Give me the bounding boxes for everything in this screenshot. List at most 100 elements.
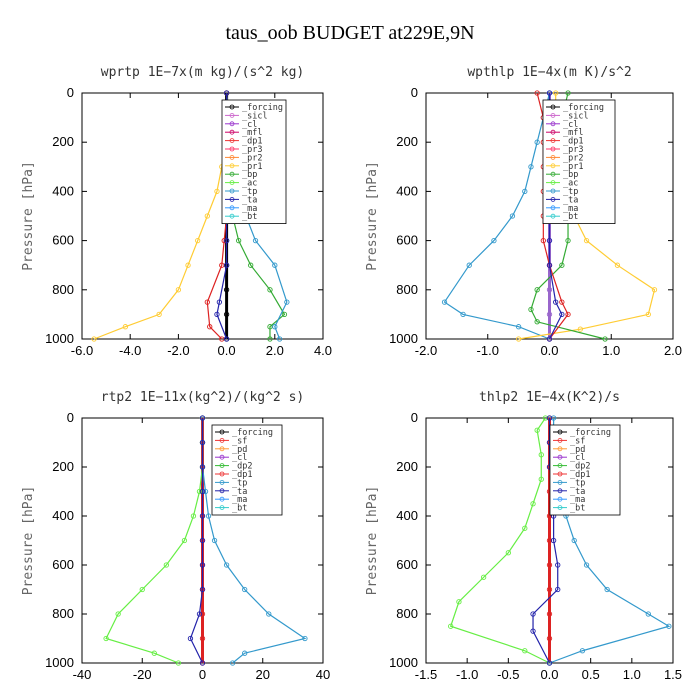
legend-label: _mfl (242, 128, 262, 138)
data-point_ta (199, 586, 206, 593)
data-point_ta (555, 562, 561, 568)
data-point_ta (546, 415, 553, 421)
data-point_forcing (223, 311, 230, 318)
panel-title: rtp2 1E−11x(kg^2)/(kg^2 s) (101, 390, 305, 405)
legend-label: _dp1 (563, 137, 583, 147)
y-tick-label: 1000 (389, 655, 418, 670)
data-point_dp1 (559, 299, 565, 305)
legend-marker (550, 121, 556, 127)
data-point_ta (216, 299, 223, 305)
series-line_tp (443, 92, 551, 340)
data-point_ta (223, 262, 230, 268)
legend-label: _pr1 (563, 162, 583, 172)
legend-label: _cl (242, 120, 257, 130)
x-tick-label: -2.0 (415, 343, 437, 358)
x-tick-label: 1.0 (602, 343, 620, 358)
series-line_ta (532, 418, 559, 664)
legend-label: _pr1 (242, 162, 262, 172)
y-tick-label: 200 (52, 134, 74, 149)
data-point_ta (223, 237, 230, 244)
data-point_ta (559, 311, 565, 318)
x-tick-label: 0.0 (540, 667, 558, 682)
legend-label: _dp1 (232, 470, 252, 480)
y-tick-label: 200 (52, 459, 74, 474)
data-point_ta (553, 299, 559, 305)
y-tick-label: 800 (396, 282, 418, 297)
y-tick-label: 600 (52, 557, 74, 572)
legend-marker (550, 113, 556, 118)
x-tick-label: 2.0 (266, 343, 284, 358)
data-point_pr1 (614, 262, 621, 268)
legend-marker (550, 129, 556, 135)
legend-label: _forcing (570, 428, 611, 438)
data-point_pr1 (204, 213, 210, 219)
y-axis-label: Pressure [hPa] (21, 486, 36, 596)
legend-label: _pr3 (242, 145, 262, 155)
y-tick-label: 0 (67, 85, 74, 100)
legend-label: _ta (242, 195, 257, 205)
data-point_tp (466, 262, 472, 268)
x-tick-label: 40 (316, 667, 330, 682)
data-point_ta (196, 611, 203, 617)
x-tick-label: -1.5 (415, 667, 437, 682)
legend-marker (219, 429, 225, 435)
y-tick-label: 400 (52, 183, 74, 198)
data-point_dp1 (207, 324, 213, 330)
x-tick-label: 0.0 (218, 343, 236, 358)
legend-label: _ac (563, 179, 578, 189)
data-point_tp (205, 513, 212, 519)
legend-label: _forcing (563, 103, 604, 113)
legend-label: _tp (242, 187, 257, 197)
data-point_forcing (546, 562, 553, 568)
legend-marker (550, 154, 556, 160)
y-tick-label: 1000 (45, 331, 74, 346)
data-point_pr1 (651, 287, 658, 293)
legend-label: _sicl (563, 111, 589, 121)
legend-marker (557, 446, 563, 452)
legend-marker (557, 488, 563, 494)
data-point_dp1 (163, 562, 170, 568)
data-point_dp1 (534, 427, 540, 433)
data-point_bp (235, 237, 242, 244)
data-point_dp1 (196, 488, 203, 495)
data-point_dp1 (103, 635, 109, 642)
series-line_dp1 (105, 418, 204, 664)
data-point_tp (242, 586, 248, 593)
legend-label: _cl (570, 453, 585, 463)
panel-4: thlp2 1E−4x(K^2)/s Pressure [hPa] -1.5 -1.0… (365, 390, 682, 682)
y-tick-label: 600 (52, 233, 74, 248)
legend-marker (229, 171, 235, 177)
y-tick-label: 0 (67, 410, 74, 425)
data-point_tp (441, 299, 448, 305)
data-point_tp (491, 237, 497, 244)
legend-label: _tp (570, 478, 585, 488)
legend-marker (557, 479, 563, 485)
data-point_tp (666, 623, 672, 629)
x-tick-label: -6.0 (71, 343, 93, 358)
data-point_forcing (546, 611, 553, 617)
legend-label: _ma (242, 204, 257, 214)
legend-label: _bt (570, 504, 585, 514)
legend-label: _sicl (242, 111, 268, 121)
legend-marker (219, 488, 225, 494)
legend-label: _dp2 (232, 462, 252, 472)
data-point_dp1 (448, 623, 454, 629)
data-point_ta (199, 660, 206, 666)
legend-marker (229, 146, 235, 152)
data-point_tp (284, 299, 290, 305)
y-tick-label: 0 (411, 410, 418, 425)
x-tick-label: -1.0 (456, 667, 478, 682)
data-point_pr1 (185, 262, 191, 268)
legend-marker (219, 505, 225, 511)
data-point_bp (267, 336, 273, 342)
data-point_ta (555, 586, 561, 593)
data-point_pr1 (645, 311, 651, 318)
legend-marker (557, 496, 563, 502)
legend-label: _dp1 (242, 137, 262, 147)
data-point_tp (528, 164, 534, 170)
data-point_dp1 (522, 525, 528, 531)
legend-label: _sf (232, 436, 247, 446)
data-point_ta (550, 537, 557, 544)
legend-marker (229, 154, 235, 160)
legend-marker (219, 479, 225, 485)
